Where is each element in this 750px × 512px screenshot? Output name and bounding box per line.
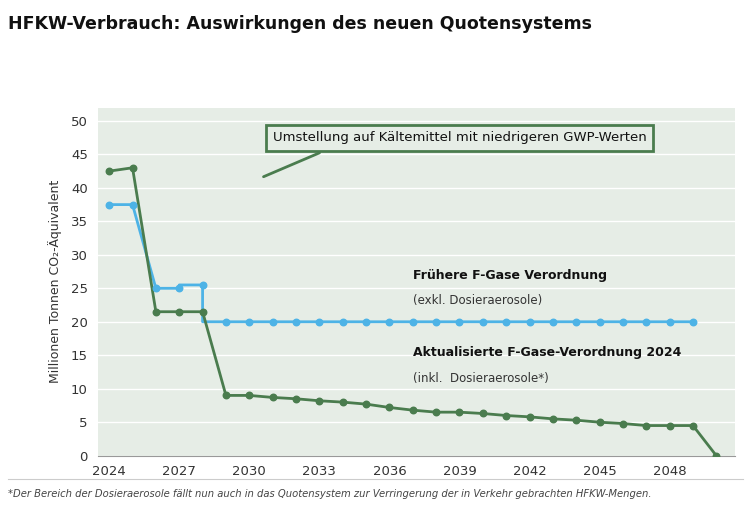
Point <box>430 317 442 326</box>
Point <box>314 397 326 405</box>
Point <box>547 317 559 326</box>
Text: (inkl.  Dosieraerosole*): (inkl. Dosieraerosole*) <box>413 372 548 385</box>
Point <box>383 403 395 412</box>
Point <box>570 317 582 326</box>
Point <box>383 317 395 326</box>
Point <box>173 284 185 292</box>
Point <box>360 317 372 326</box>
Point <box>406 406 418 414</box>
Y-axis label: Millionen Tonnen CO₂-Äquivalent: Millionen Tonnen CO₂-Äquivalent <box>49 180 62 383</box>
Point <box>454 317 466 326</box>
Point <box>127 164 139 172</box>
Point <box>524 413 536 421</box>
Point <box>360 400 372 408</box>
Point <box>710 452 722 460</box>
Point <box>617 317 629 326</box>
Point <box>196 308 208 316</box>
Point <box>664 421 676 430</box>
Point <box>104 167 116 175</box>
Point <box>640 421 652 430</box>
Point <box>640 317 652 326</box>
Point <box>314 317 326 326</box>
Point <box>500 317 512 326</box>
Point <box>687 317 699 326</box>
Point <box>127 201 139 209</box>
Point <box>477 317 489 326</box>
Point <box>406 317 418 326</box>
Text: HFKW-Verbrauch: Auswirkungen des neuen Quotensystems: HFKW-Verbrauch: Auswirkungen des neuen Q… <box>8 15 592 33</box>
Point <box>593 317 605 326</box>
Point <box>593 418 605 426</box>
Point <box>547 415 559 423</box>
Point <box>267 393 279 401</box>
Point <box>196 281 208 289</box>
Point <box>500 412 512 420</box>
Point <box>173 308 185 316</box>
Point <box>524 317 536 326</box>
Point <box>220 317 232 326</box>
Point <box>687 421 699 430</box>
Point <box>150 284 162 292</box>
Point <box>570 416 582 424</box>
Text: Frühere F-Gase Verordnung: Frühere F-Gase Verordnung <box>413 269 607 282</box>
Point <box>267 317 279 326</box>
Point <box>290 317 302 326</box>
Text: Umstellung auf Kältemittel mit niedrigeren GWP-Werten: Umstellung auf Kältemittel mit niedriger… <box>263 131 646 177</box>
Text: *Der Bereich der Dosieraerosole fällt nun auch in das Quotensystem zur Verringer: *Der Bereich der Dosieraerosole fällt nu… <box>8 489 651 499</box>
Point <box>617 419 629 428</box>
Point <box>337 317 349 326</box>
Text: Aktualisierte F-Gase-Verordnung 2024: Aktualisierte F-Gase-Verordnung 2024 <box>413 346 681 358</box>
Point <box>220 391 232 399</box>
Point <box>290 395 302 403</box>
Point <box>104 201 116 209</box>
Text: (exkl. Dosieraerosole): (exkl. Dosieraerosole) <box>413 294 542 307</box>
Point <box>243 317 255 326</box>
Point <box>454 408 466 416</box>
Point <box>477 410 489 418</box>
Point <box>430 408 442 416</box>
Point <box>664 317 676 326</box>
Point <box>243 391 255 399</box>
Point <box>337 398 349 406</box>
Point <box>150 308 162 316</box>
